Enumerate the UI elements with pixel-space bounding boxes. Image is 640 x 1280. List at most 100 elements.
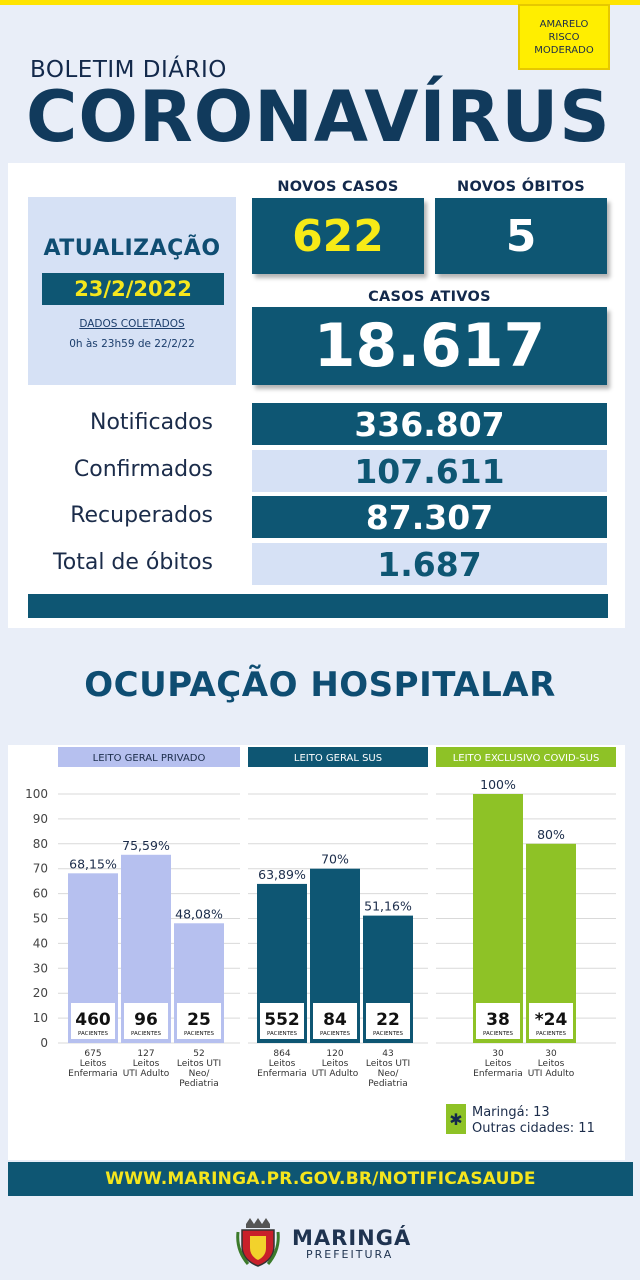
bar-percent-label: 51,16%	[364, 899, 412, 914]
patients-box	[71, 1003, 115, 1039]
patients-value: 25	[187, 1010, 211, 1030]
bar-percent-label: 80%	[537, 827, 565, 842]
legend-text: Maringá: 13 Outras cidades: 11	[472, 1105, 595, 1137]
new-deaths-label: NOVOS ÓBITOS	[457, 179, 585, 195]
new-cases-value: 622	[292, 210, 384, 262]
new-deaths-box: 5	[435, 198, 607, 274]
patients-box	[260, 1003, 304, 1039]
legend-maringa: Maringá: 13	[472, 1105, 550, 1120]
asterisk-icon: ✱	[449, 1109, 463, 1129]
patients-value: 84	[323, 1010, 347, 1030]
risk-badge: AMARELO RISCO MODERADO	[518, 4, 610, 70]
bar-percent-label: 48,08%	[175, 906, 223, 921]
y-tick-label: 30	[33, 961, 48, 975]
new-deaths-value: 5	[505, 210, 537, 262]
logo-name: MARINGÁ	[292, 1226, 412, 1250]
bar-percent-label: 68,15%	[69, 856, 117, 871]
bed-label: Leitos	[269, 1059, 296, 1069]
stat-value-recuperados: 87.307	[252, 496, 607, 538]
crest-icon	[236, 1218, 280, 1267]
patients-unit: PACIENTES	[78, 1031, 109, 1037]
bed-label: UTI Adulto	[312, 1069, 359, 1079]
bed-label: Leitos UTI	[366, 1059, 410, 1069]
stat-label-confirmados: Confirmados	[73, 457, 213, 482]
patients-unit: PACIENTES	[320, 1031, 351, 1037]
notification-url[interactable]: WWW.MARINGA.PR.GOV.BR/NOTIFICASAUDE	[8, 1162, 633, 1196]
stat-value-notificados: 336.807	[252, 403, 607, 445]
stat-value-total-obitos: 1.687	[252, 543, 607, 585]
bed-label: Enfermaria	[68, 1069, 118, 1079]
y-tick-label: 60	[33, 887, 48, 901]
hospital-occupancy-chart: 0 10 20 30 40 50 60 70 80 90 100 LEITO GERAL PRIVAD…	[25, 747, 616, 1089]
stat-label-total-obitos: Total de óbitos	[53, 550, 213, 575]
bulletin-subtitle: BOLETIM DIÁRIO	[30, 57, 227, 83]
y-tick-label: 10	[33, 1011, 48, 1025]
bed-label: 120	[326, 1049, 343, 1059]
patients-box	[529, 1003, 573, 1039]
bed-label: Neo/	[189, 1069, 211, 1079]
risk-line-1: AMARELO	[539, 18, 589, 30]
group-header-label: LEITO GERAL SUS	[294, 753, 382, 764]
active-cases-label: CASOS ATIVOS	[368, 289, 491, 305]
logo-subtitle: PREFEITURA	[306, 1248, 394, 1261]
bed-label: 864	[273, 1049, 290, 1059]
bed-label: Leitos	[538, 1059, 565, 1069]
bed-label: Enfermaria	[473, 1069, 523, 1079]
stat-label-recuperados: Recuperados	[70, 503, 213, 528]
patients-value: 460	[75, 1010, 111, 1030]
patients-value: 38	[486, 1010, 510, 1030]
bed-label: 127	[137, 1049, 154, 1059]
risk-line-3: MODERADO	[534, 44, 594, 56]
patients-box	[476, 1003, 520, 1039]
legend-other-cities: Outras cidades: 11	[472, 1121, 595, 1136]
update-date: 23/2/2022	[42, 273, 224, 305]
y-tick-label: 40	[33, 936, 48, 950]
bed-label: Leitos UTI	[177, 1059, 221, 1069]
bed-label: Enfermaria	[257, 1069, 307, 1079]
bed-label: 675	[84, 1049, 101, 1059]
patients-unit: PACIENTES	[483, 1031, 514, 1037]
update-label: ATUALIZAÇÃO	[43, 236, 221, 261]
y-tick-label: 50	[33, 912, 48, 926]
new-cases-box: 622	[252, 198, 424, 274]
patients-value: 22	[376, 1010, 400, 1030]
legend-marker: ✱	[446, 1104, 466, 1134]
patients-box	[177, 1003, 221, 1039]
bed-label: Leitos	[322, 1059, 349, 1069]
patients-unit: PACIENTES	[131, 1031, 162, 1037]
data-period: 0h às 23h59 de 22/2/22	[69, 338, 195, 350]
patients-value: 96	[134, 1010, 158, 1030]
bed-label: 30	[545, 1049, 557, 1059]
bed-label: Pediatria	[179, 1079, 219, 1089]
page-title: CORONAVÍRUS	[26, 76, 611, 158]
bed-label: Pediatria	[368, 1079, 408, 1089]
bar-percent-label: 70%	[321, 852, 349, 867]
bed-label: Neo/	[378, 1069, 400, 1079]
patients-box	[313, 1003, 357, 1039]
active-cases-value: 18.617	[313, 311, 546, 381]
bed-label: 43	[382, 1049, 393, 1059]
patients-unit: PACIENTES	[184, 1031, 215, 1037]
bar-percent-label: 63,89%	[258, 867, 306, 882]
patients-box	[124, 1003, 168, 1039]
risk-line-2: RISCO	[548, 31, 580, 43]
group-header-label: LEITO GERAL PRIVADO	[93, 753, 206, 764]
stat-value-confirmados: 107.611	[252, 450, 607, 492]
patients-box	[366, 1003, 410, 1039]
y-tick-label: 100	[25, 787, 48, 801]
active-cases-box: 18.617	[252, 307, 607, 385]
group-header	[248, 747, 428, 767]
bed-label: UTI Adulto	[123, 1069, 170, 1079]
patients-unit: PACIENTES	[373, 1031, 404, 1037]
group-header-label: LEITO EXCLUSIVO COVID-SUS	[453, 753, 600, 764]
data-collected-label: DADOS COLETADOS	[79, 318, 185, 330]
top-accent-line	[0, 0, 640, 5]
patients-unit: PACIENTES	[267, 1031, 298, 1037]
bar-percent-label: 100%	[480, 777, 516, 792]
bed-label: Leitos	[80, 1059, 107, 1069]
section-title: OCUPAÇÃO HOSPITALAR	[84, 665, 556, 705]
bed-label: 52	[193, 1049, 204, 1059]
bar-percent-label: 75,59%	[122, 838, 170, 853]
patients-unit: PACIENTES	[536, 1031, 567, 1037]
new-cases-label: NOVOS CASOS	[277, 179, 399, 195]
